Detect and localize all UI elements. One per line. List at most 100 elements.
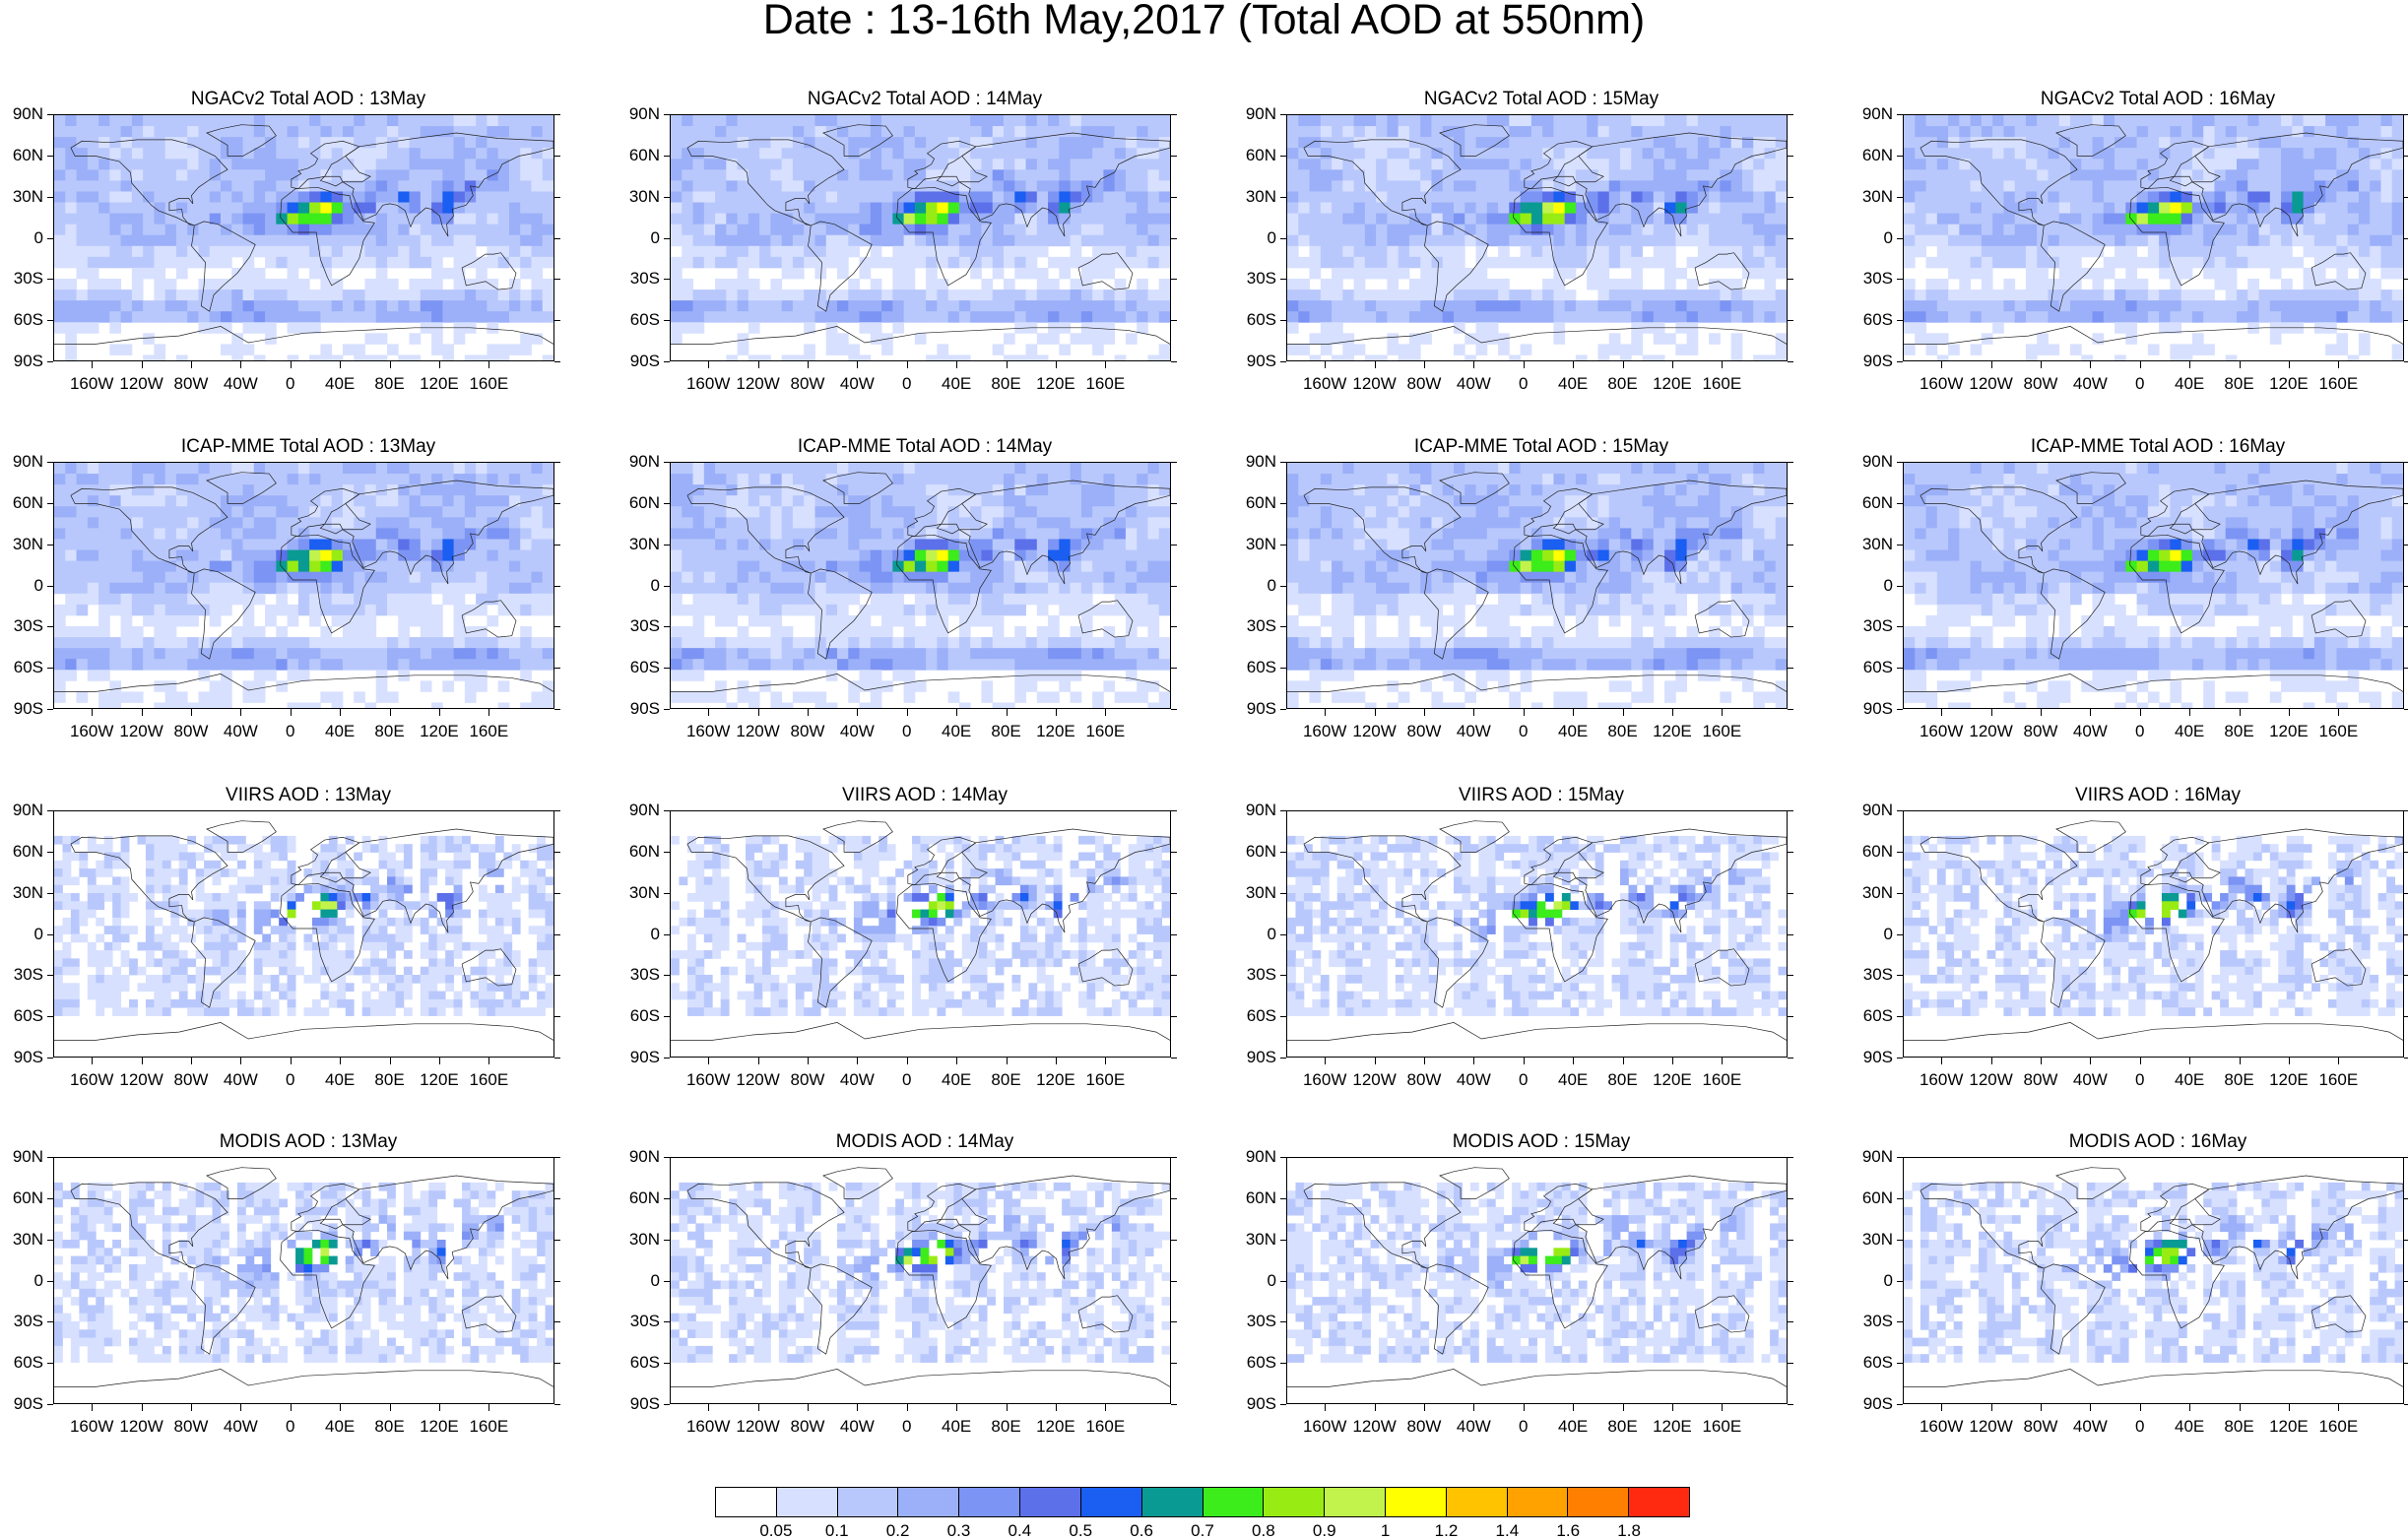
lat-tick-label: 30N (617, 187, 660, 207)
lat-tick-label: 30S (0, 965, 43, 985)
lon-tick-label: 160E (454, 1070, 523, 1090)
lat-tick-label: 90S (1233, 699, 1276, 719)
lat-tick-right (1171, 1321, 1177, 1322)
aod-map (1904, 811, 2403, 1057)
lon-tick (340, 709, 341, 716)
lat-tick-right (2404, 1240, 2408, 1241)
lat-tick-label: 60N (0, 493, 43, 513)
lat-tick-right (2404, 668, 2408, 669)
lon-tick (439, 709, 440, 716)
lat-tick-label: 60N (0, 1188, 43, 1208)
lon-tick-label: 160E (454, 1417, 523, 1437)
lon-tick (1424, 361, 1425, 368)
lat-tick-right (1171, 1240, 1177, 1241)
lon-tick (1941, 1404, 1942, 1411)
lat-tick (664, 1281, 670, 1282)
lat-tick (1280, 1281, 1286, 1282)
lat-tick-right (554, 320, 560, 321)
lon-tick (2338, 709, 2339, 716)
lon-tick-label: 160E (1687, 374, 1756, 394)
panel-title: ICAP-MME Total AOD : 15May (1233, 436, 1850, 458)
lon-tick (1325, 709, 1326, 716)
lat-tick-right (554, 1404, 560, 1405)
colorbar (715, 1487, 1690, 1517)
lat-tick-right (554, 1016, 560, 1017)
lat-tick-right (1171, 462, 1177, 463)
lon-tick (708, 709, 709, 716)
lat-tick-right (2404, 1198, 2408, 1199)
lon-tick (142, 1058, 143, 1064)
lat-tick (1897, 1281, 1903, 1282)
lat-tick (1897, 626, 1903, 627)
lat-tick-right (1788, 934, 1793, 935)
panel-title: NGACv2 Total AOD : 13May (0, 89, 617, 110)
lat-tick (664, 114, 670, 115)
aod-field (1904, 836, 2403, 1016)
lat-tick (1897, 709, 1903, 710)
lat-tick-label: 60S (617, 1006, 660, 1026)
lat-tick-right (1171, 586, 1177, 587)
colorbar-swatch (716, 1488, 777, 1516)
lon-tick (439, 361, 440, 368)
lat-tick (1897, 1363, 1903, 1364)
lon-tick (2140, 361, 2141, 368)
aod-map (1287, 1158, 1787, 1403)
lat-tick-label: 30S (617, 1312, 660, 1331)
lat-tick-label: 30S (617, 269, 660, 289)
lon-tick-label: 160E (1071, 722, 1139, 741)
lat-tick-right (554, 975, 560, 976)
lat-tick (1280, 1058, 1286, 1059)
lat-tick-label: 90N (1233, 1147, 1276, 1167)
lat-tick-right (1171, 1281, 1177, 1282)
aod-map (671, 463, 1170, 708)
lat-tick (47, 197, 53, 198)
lon-tick (2289, 709, 2290, 716)
lat-tick-right (1788, 1281, 1793, 1282)
lat-tick-right (1171, 975, 1177, 976)
lon-tick (2289, 1058, 2290, 1064)
lat-tick-right (1788, 975, 1793, 976)
lat-tick-label: 0 (0, 1271, 43, 1291)
lat-tick-label: 30N (0, 883, 43, 903)
lat-tick-right (1788, 1058, 1793, 1059)
panel-title: MODIS AOD : 14May (617, 1131, 1233, 1153)
lat-tick-label: 30N (0, 187, 43, 207)
colorbar-swatch (1508, 1488, 1569, 1516)
lat-tick (664, 586, 670, 587)
lon-tick (1375, 1058, 1376, 1064)
lat-tick (47, 156, 53, 157)
lat-tick (47, 1198, 53, 1199)
lat-tick (47, 810, 53, 811)
lat-tick (1897, 975, 1903, 976)
lon-tick (191, 1058, 192, 1064)
lat-tick-right (1171, 320, 1177, 321)
aod-field (54, 463, 553, 708)
lon-tick (2189, 361, 2190, 368)
lat-tick-label: 30S (1233, 616, 1276, 636)
lat-tick-label: 60S (1233, 310, 1276, 330)
panel-title: NGACv2 Total AOD : 14May (617, 89, 1233, 110)
lat-tick (1897, 503, 1903, 504)
colorbar-label: 0.2 (869, 1522, 928, 1540)
lat-tick (47, 934, 53, 935)
lon-tick (340, 1404, 341, 1411)
aod-field (1287, 1183, 1787, 1363)
lat-tick-label: 0 (1233, 1271, 1276, 1291)
lat-tick (1280, 156, 1286, 157)
lon-tick (2090, 1058, 2091, 1064)
lat-tick-right (1788, 320, 1793, 321)
lon-tick (340, 1058, 341, 1064)
colorbar-swatch (838, 1488, 899, 1516)
map-frame (670, 114, 1171, 361)
lat-tick-right (1788, 810, 1793, 811)
lat-tick-label: 60N (1233, 146, 1276, 165)
lon-tick (1672, 1058, 1673, 1064)
lon-tick (1375, 361, 1376, 368)
lat-tick (664, 1321, 670, 1322)
lon-tick (1722, 361, 1723, 368)
